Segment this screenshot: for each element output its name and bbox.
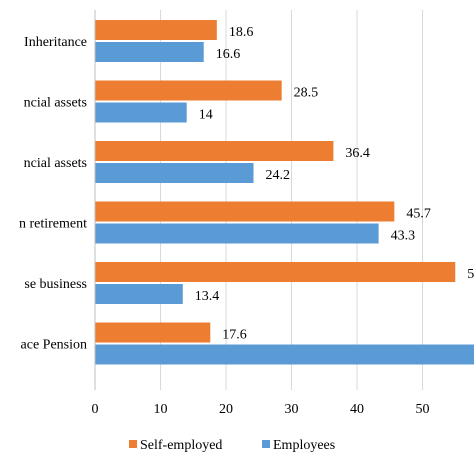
x-tick-label: 30 (285, 402, 299, 417)
legend-swatch-employees (262, 440, 270, 448)
bar-employees (95, 284, 183, 304)
bar-employees (95, 344, 474, 365)
legend: Self-employed Employees (129, 438, 335, 453)
bar-self-employed (95, 20, 217, 40)
value-labels: 18.6 16.6 28.5 14 36.4 24.2 45.7 43.3 5 13.4 17.6 (195, 25, 474, 343)
data-label: 5 (467, 267, 474, 282)
category-label: ace Pension (21, 338, 87, 353)
bar-employees (95, 223, 379, 244)
data-label: 28.5 (294, 86, 319, 101)
legend-label-employees: Employees (273, 438, 335, 453)
bar-employees (95, 42, 204, 62)
category-label: ncial assets (24, 156, 87, 171)
bar-self-employed (95, 141, 334, 161)
data-label: 43.3 (391, 229, 416, 244)
data-label: 14 (199, 108, 213, 123)
data-label: 13.4 (195, 289, 220, 304)
bar-self-employed (95, 201, 395, 222)
x-tick-labels: 0 10 20 30 40 50 (92, 402, 430, 417)
data-label: 36.4 (345, 146, 370, 161)
category-labels: Inheritance ncial assets ncial assets n ret… (19, 35, 87, 353)
legend-label-self-employed: Self-employed (140, 438, 222, 453)
category-label: se business (24, 277, 87, 292)
x-tick-label: 10 (154, 402, 168, 417)
data-label: 24.2 (266, 168, 291, 183)
data-label: 18.6 (229, 25, 254, 40)
legend-swatch-self-employed (129, 440, 137, 448)
category-label: ncial assets (24, 96, 87, 111)
x-tick-label: 50 (416, 402, 430, 417)
x-tick-label: 0 (92, 402, 99, 417)
bar-employees (95, 163, 254, 183)
x-tick-label: 20 (219, 402, 233, 417)
data-label: 17.6 (222, 328, 247, 343)
data-label: 16.6 (216, 47, 241, 62)
x-tick-label: 40 (350, 402, 364, 417)
bar-self-employed (95, 322, 211, 343)
bar-self-employed (95, 80, 282, 101)
bars (95, 20, 474, 365)
bar-employees (95, 102, 187, 123)
data-label: 45.7 (406, 207, 431, 222)
bar-self-employed (95, 262, 456, 282)
category-label: Inheritance (24, 35, 87, 50)
category-label: n retirement (19, 217, 87, 232)
